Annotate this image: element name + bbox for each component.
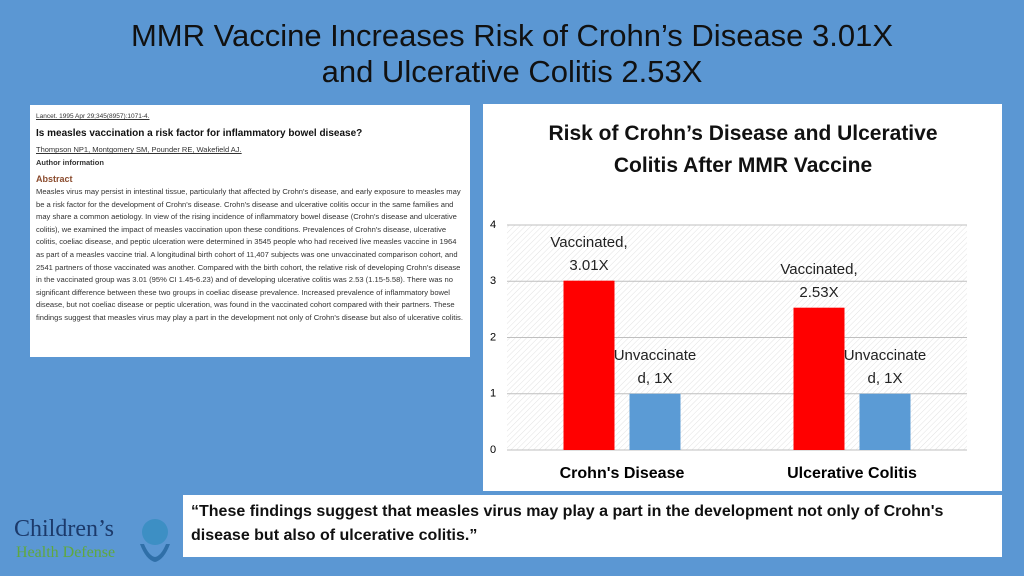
bar	[563, 280, 615, 450]
x-tick-label: Crohn's Disease	[560, 465, 685, 482]
data-label: Vaccinated, 2.53X	[780, 260, 858, 301]
logo-icon	[140, 519, 170, 562]
abstract-body: Measles virus may persist in intestinal …	[36, 186, 463, 322]
authors[interactable]: Thompson NP1, Montgomery SM, Pounder RE,…	[36, 145, 242, 155]
bar	[793, 307, 845, 450]
logo: Children’s Health Defense	[14, 514, 174, 570]
chart-title: Risk of Crohn’s Disease and Ulcerative C…	[548, 122, 938, 177]
logo-line: Children’s	[14, 516, 114, 542]
abstract-panel: Lancet. 1995 Apr 29;345(8957):1071-4. Is…	[30, 105, 470, 357]
bar	[629, 393, 681, 450]
y-tick-label: 4	[490, 219, 496, 231]
chart-panel: 0 1 2 3 4 Crohn's Disease Ulcerative Colitis R…	[483, 104, 1002, 491]
y-tick-label: 1	[490, 388, 496, 400]
x-tick-label: Ulcerative Colitis	[787, 465, 917, 482]
chart: 0 1 2 3 4 Crohn's Disease Ulcerative Colitis	[490, 219, 967, 482]
article-title: Is measles vaccination a risk factor for…	[36, 127, 363, 139]
slide-title: MMR Vaccine Increases Risk of Crohn’s Di…	[130, 18, 894, 89]
data-label: Unvaccinated, 1X	[843, 346, 927, 387]
y-tick-label: 0	[490, 444, 496, 456]
data-label: Vaccinated, 3.01X	[550, 233, 628, 274]
abstract-heading: Abstract	[36, 174, 73, 185]
data-label: Unvaccinated, 1X	[613, 346, 697, 387]
bar	[859, 393, 911, 450]
author-information[interactable]: Author information	[36, 157, 104, 167]
y-tick-label: 3	[490, 275, 496, 287]
logo-line: Health Defense	[16, 544, 116, 561]
y-tick-label: 2	[490, 331, 496, 343]
citation[interactable]: Lancet. 1995 Apr 29;345(8957):1071-4.	[36, 113, 150, 120]
quote: “These findings suggest that measles vir…	[183, 495, 1002, 557]
